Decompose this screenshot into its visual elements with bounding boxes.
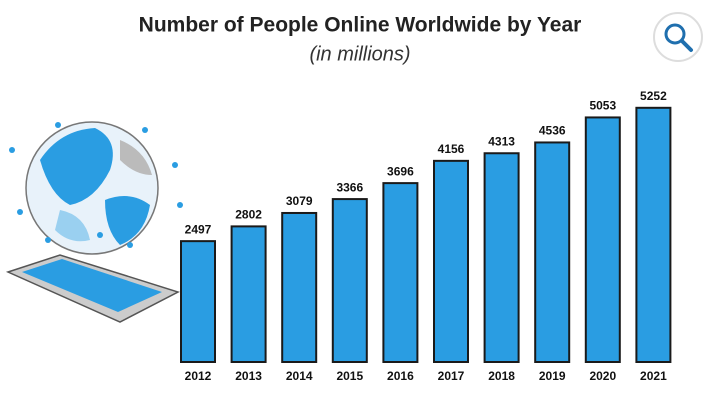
bar (483, 152, 520, 363)
data-label: 3366 (336, 180, 363, 194)
bar (180, 240, 216, 363)
x-tick-label: 2018 (488, 369, 515, 383)
data-label: 5252 (640, 89, 667, 103)
bar (281, 211, 318, 363)
bar (584, 116, 621, 363)
x-tick-label: 2014 (286, 369, 313, 383)
data-label: 4536 (539, 124, 566, 138)
bar (534, 141, 571, 363)
x-tick-label: 2020 (589, 369, 616, 383)
data-label: 2497 (185, 222, 212, 236)
data-label: 2802 (235, 208, 262, 222)
data-label: 5053 (589, 99, 616, 113)
search-icon[interactable] (653, 12, 703, 62)
x-tick-label: 2013 (235, 369, 262, 383)
x-tick-label: 2015 (336, 369, 363, 383)
bar (433, 159, 469, 363)
chart-subtitle: (in millions) (309, 43, 410, 65)
data-label: 3696 (387, 164, 414, 178)
data-label: 4156 (438, 142, 465, 156)
x-tick-label: 2017 (438, 369, 465, 383)
data-label: 3079 (286, 194, 313, 208)
bar (230, 225, 267, 363)
data-label: 4313 (488, 134, 515, 148)
bar (635, 106, 672, 363)
tablet-illustration (5, 254, 180, 323)
bar (331, 198, 368, 363)
x-tick-label: 2016 (387, 369, 414, 383)
x-tick-label: 2012 (185, 369, 212, 383)
chart-title: Number of People Online Worldwide by Yea… (139, 14, 582, 37)
x-tick-label: 2021 (640, 369, 667, 383)
x-tick-label: 2019 (539, 369, 566, 383)
bar (382, 182, 419, 363)
globe-illustration (9, 121, 183, 255)
